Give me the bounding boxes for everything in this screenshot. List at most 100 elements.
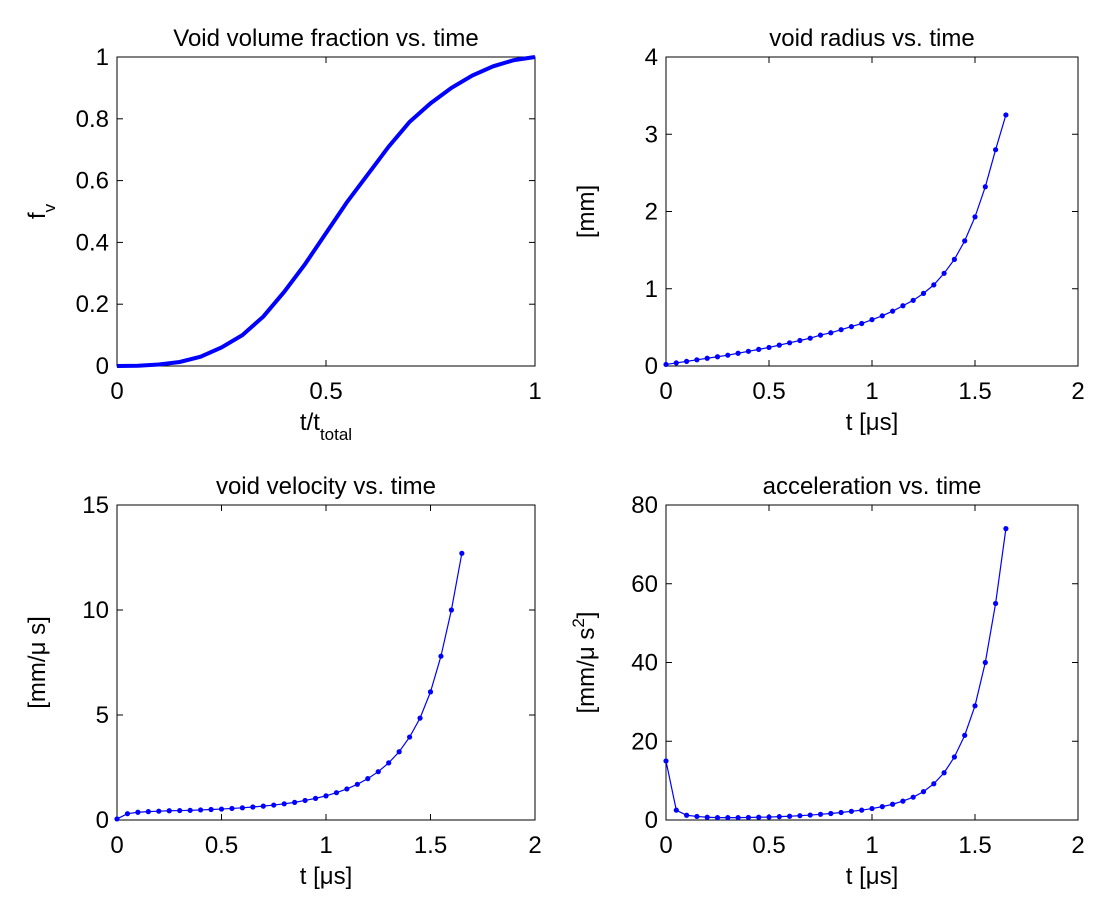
data-point [807, 812, 813, 818]
label-part: f [24, 212, 51, 219]
label-part: t [μs] [846, 863, 899, 890]
data-point [177, 807, 183, 814]
x-tick-label: 0 [110, 832, 123, 859]
data-point [910, 794, 916, 800]
data-point [375, 769, 381, 775]
data-point [156, 808, 162, 814]
data-point [250, 804, 256, 810]
data-point [438, 653, 444, 659]
data-point [951, 256, 958, 262]
data-point [427, 689, 434, 695]
x-tick-label: 0 [110, 378, 123, 405]
x-tick-label: 0.5 [205, 832, 238, 859]
plot-area [665, 504, 1079, 821]
data-point [951, 754, 958, 760]
y-tick-label: 10 [82, 597, 109, 624]
data-point [673, 360, 679, 366]
data-point [879, 313, 885, 319]
data-point [281, 801, 287, 807]
data-point [745, 348, 752, 354]
y-tick-label: 80 [631, 492, 658, 519]
data-point [114, 816, 120, 822]
data-point [704, 814, 710, 820]
data-line [665, 528, 1007, 819]
y-tick-label: 40 [631, 650, 658, 677]
y-tick-label: 1 [645, 276, 658, 303]
data-point [292, 799, 298, 805]
label-part: total [320, 425, 352, 444]
data-point [187, 807, 193, 813]
data-point [323, 793, 329, 799]
y-tick-label: 0 [96, 353, 109, 380]
data-point [817, 332, 824, 338]
x-tick-label: 0 [659, 832, 672, 859]
data-point [704, 355, 710, 361]
data-point [962, 732, 968, 738]
data-point [879, 804, 885, 810]
data-point [848, 324, 855, 330]
data-line [116, 55, 536, 368]
label-part: [mm/μ s [573, 628, 600, 714]
data-point [417, 715, 423, 721]
y-tick-label: 0 [96, 807, 109, 834]
data-point [745, 814, 752, 821]
data-point [890, 308, 896, 314]
x-axis-label: t/ttotal [300, 409, 352, 444]
data-point [776, 814, 782, 820]
data-point [333, 790, 340, 796]
data-point [673, 807, 679, 813]
x-tick-label: 2 [528, 832, 541, 859]
x-tick-label: 2 [1071, 378, 1084, 405]
y-tick-label: 0.8 [76, 106, 109, 133]
data-point [766, 344, 772, 351]
y-tick-label: 0 [645, 807, 658, 834]
data-point [725, 352, 731, 358]
data-point [972, 703, 978, 709]
data-line [665, 114, 1007, 366]
data-point [135, 809, 141, 815]
y-tick-label: 15 [82, 492, 109, 519]
x-tick-label: 2 [1071, 832, 1084, 859]
data-point [972, 214, 978, 220]
data-point [302, 797, 308, 804]
data-point [920, 290, 927, 296]
data-point [931, 282, 937, 288]
data-point [838, 809, 844, 816]
data-point [735, 350, 741, 356]
chart-title: Void volume fraction vs. time [173, 25, 478, 52]
y-axis-label: fv [24, 203, 59, 219]
data-point [910, 297, 916, 303]
y-axis-label: [mm/μ s] [24, 616, 51, 708]
data-point [807, 335, 813, 341]
label-part: v [40, 203, 59, 212]
data-point [694, 813, 700, 820]
x-tick-label: 1.5 [958, 378, 991, 405]
data-point [365, 776, 371, 782]
data-point [869, 317, 875, 323]
data-point [920, 789, 927, 795]
data-point [817, 811, 824, 817]
data-point [386, 760, 392, 766]
label-part: ] [573, 612, 600, 619]
y-tick-label: 2 [645, 199, 658, 226]
data-point [239, 805, 245, 811]
data-point [1003, 112, 1009, 118]
data-point [776, 342, 782, 348]
label-part: t [μs] [846, 409, 899, 436]
y-tick-label: 0.2 [76, 291, 109, 318]
x-tick-label: 0.5 [309, 378, 342, 405]
x-tick-label: 0.5 [752, 832, 785, 859]
data-point [407, 734, 413, 740]
y-tick-label: 4 [645, 44, 658, 71]
data-point [714, 815, 721, 821]
x-axis-label: t [μs] [846, 863, 899, 890]
data-point [828, 330, 834, 336]
chart-title: void radius vs. time [769, 25, 974, 52]
data-point [166, 808, 172, 814]
data-point [218, 806, 225, 812]
data-point [1003, 526, 1009, 532]
data-point [828, 810, 834, 817]
x-tick-label: 1 [865, 378, 878, 405]
data-point [198, 807, 204, 813]
